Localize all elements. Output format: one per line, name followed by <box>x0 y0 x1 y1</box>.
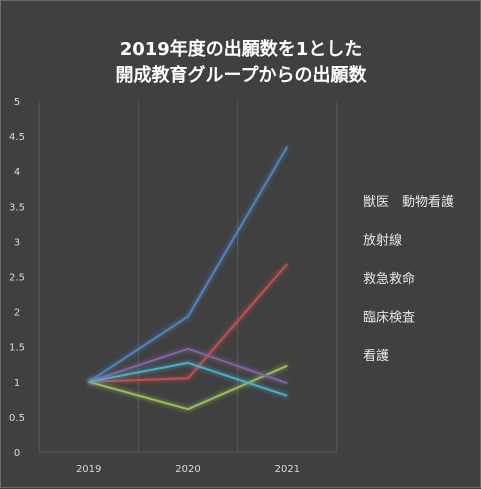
y-tick-label: 3 <box>14 237 20 248</box>
x-tick-label: 2020 <box>175 464 200 475</box>
legend-label: 放射線 <box>363 233 402 249</box>
y-tick-label: 5 <box>14 97 20 108</box>
series-line-1 <box>88 263 289 383</box>
y-tick-label: 2 <box>14 308 20 319</box>
y-tick-label: 2.5 <box>9 273 25 284</box>
y-axis: 0 0.5 1 1.5 2 2.5 3 3.5 4 4.5 5 <box>9 97 25 459</box>
y-tick-label: 4 <box>14 167 20 178</box>
x-axis: 2019 2020 2021 <box>76 464 300 475</box>
chart-title-line-2: 開成教育グループからの出願数 <box>116 64 368 86</box>
gridlines <box>38 101 338 453</box>
y-tick-label: 3.5 <box>9 202 25 213</box>
series-line-4 <box>88 361 288 397</box>
y-tick-label: 4.5 <box>9 132 25 143</box>
y-tick-label: 0 <box>14 448 20 459</box>
y-tick-label: 1 <box>14 378 20 389</box>
x-tick-label: 2019 <box>76 464 101 475</box>
y-tick-label: 1.5 <box>9 343 25 354</box>
legend-label: 獣医 動物看護 <box>363 194 454 210</box>
series-lines <box>88 146 289 411</box>
legend-label: 救急救命 <box>363 271 415 287</box>
series-line-0 <box>88 146 289 383</box>
series-line-2 <box>88 364 288 411</box>
x-tick-label: 2021 <box>275 464 300 475</box>
legend-label: 臨床検査 <box>363 311 415 326</box>
legend-label: 看護 <box>363 348 389 364</box>
series-line-3 <box>88 347 288 385</box>
chart-title-line-1: 2019年度の出願数を1とした <box>120 38 363 60</box>
y-tick-label: 0.5 <box>9 413 25 424</box>
